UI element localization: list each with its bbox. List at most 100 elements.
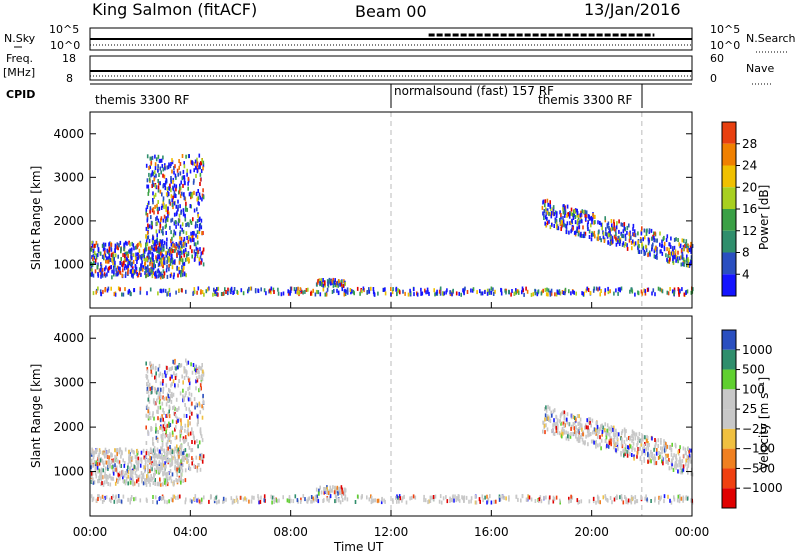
echo-cell <box>183 164 186 169</box>
echo-cell <box>181 176 184 181</box>
echo-cell <box>446 499 449 504</box>
echo-cell <box>96 462 99 467</box>
echo-cell <box>628 445 630 450</box>
echo-cell <box>133 246 135 251</box>
echo-cell <box>151 170 154 175</box>
echo-cell <box>436 291 439 296</box>
echo-cell <box>190 448 193 453</box>
echo-cell <box>109 463 111 468</box>
echo-cell <box>396 499 398 504</box>
echo-cell <box>94 258 97 263</box>
echo-cell <box>167 446 169 451</box>
echo-cell <box>155 376 157 381</box>
echo-cell <box>623 439 626 444</box>
echo-cell <box>633 456 635 461</box>
echo-cell <box>629 234 631 239</box>
echo-cell <box>157 210 159 215</box>
velocity-xticks: 00:00 04:00 08:00 12:00 16:00 20:00 00:00 <box>73 302 709 539</box>
echo-cell <box>333 490 336 495</box>
echo-cell <box>553 497 556 502</box>
echo-cell <box>376 498 379 503</box>
echo-cell <box>152 481 155 485</box>
echo-cell <box>412 494 415 499</box>
echo-cell <box>154 192 157 197</box>
echo-cell <box>590 233 593 237</box>
echo-cell <box>126 251 129 256</box>
echo-cell <box>159 158 162 163</box>
echo-cell <box>631 289 634 294</box>
echo-cell <box>685 291 687 295</box>
echo-cell <box>152 500 154 504</box>
echo-cell <box>180 418 182 423</box>
echo-cell <box>666 234 669 239</box>
echo-cell <box>681 459 684 463</box>
echo-cell <box>606 224 609 229</box>
echo-cell <box>181 222 184 227</box>
echo-cell <box>172 433 174 437</box>
echo-cell <box>170 162 172 166</box>
echo-cell <box>220 292 223 296</box>
echo-cell <box>664 455 667 460</box>
echo-cell <box>161 381 164 386</box>
echo-cell <box>612 437 615 442</box>
echo-cell <box>666 444 668 449</box>
echo-cell <box>133 288 136 292</box>
echo-cell <box>145 361 147 366</box>
echo-cell <box>149 447 152 452</box>
echo-cell <box>187 221 189 226</box>
echo-cell <box>182 175 184 180</box>
echo-cell <box>658 451 660 455</box>
echo-cell <box>146 235 148 240</box>
echo-cell <box>661 450 663 455</box>
echo-cell <box>189 466 192 471</box>
echo-cell <box>134 496 137 501</box>
echo-cell <box>180 425 182 430</box>
echo-cell <box>103 253 105 258</box>
echo-cell <box>688 248 691 252</box>
echo-cell <box>172 494 174 499</box>
echo-cell <box>99 496 102 501</box>
echo-cell <box>619 495 621 500</box>
echo-cell <box>182 436 185 441</box>
echo-cell <box>195 233 197 238</box>
echo-cell <box>152 247 155 252</box>
echo-cell <box>344 288 346 293</box>
echo-cell <box>174 456 176 461</box>
echo-cell <box>146 230 149 235</box>
echo-cell <box>685 458 687 463</box>
echo-cell <box>439 494 442 499</box>
echo-cell <box>186 361 188 366</box>
nave-label: Nave <box>746 62 774 75</box>
echo-cell <box>164 465 166 470</box>
echo-cell <box>177 383 179 388</box>
echo-cell <box>597 220 599 225</box>
freq-trace <box>90 70 692 77</box>
echo-cell <box>577 421 579 426</box>
echo-cell <box>173 183 176 188</box>
echo-cell <box>188 378 190 383</box>
echo-cell <box>104 460 107 465</box>
echo-cell <box>156 463 159 468</box>
echo-cell <box>236 289 238 294</box>
echo-cell <box>576 428 579 433</box>
echo-cell <box>118 268 121 273</box>
echo-cell <box>458 498 461 503</box>
echo-cell <box>154 478 156 482</box>
echo-cell <box>453 498 455 503</box>
echo-cell <box>106 479 108 484</box>
echo-cell <box>177 221 180 226</box>
echo-cell <box>328 280 330 285</box>
echo-cell <box>166 193 169 198</box>
echo-cell <box>138 267 141 272</box>
echo-cell <box>156 203 158 208</box>
echo-cell <box>158 482 160 487</box>
echo-cell <box>180 447 183 452</box>
echo-cell <box>237 499 239 504</box>
echo-cell <box>171 366 173 371</box>
echo-cell <box>161 458 164 463</box>
echo-cell <box>170 194 173 199</box>
echo-cell <box>170 251 173 256</box>
echo-cell <box>157 179 159 183</box>
echo-cell <box>169 389 171 394</box>
